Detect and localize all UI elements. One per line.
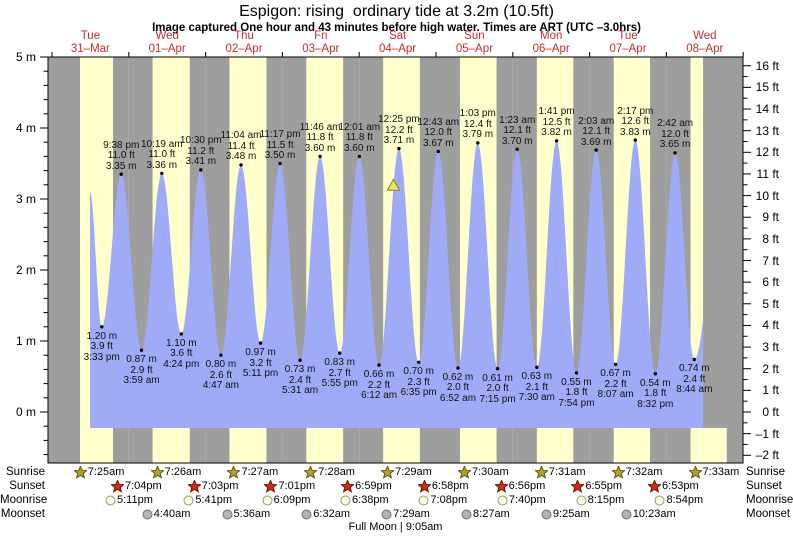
tide-extreme-dot bbox=[436, 149, 440, 154]
tide-extreme-dot bbox=[318, 154, 322, 159]
sunrise-row-label-left: Sunrise bbox=[6, 466, 45, 478]
tide-extreme-dot bbox=[298, 358, 302, 362]
tide-extreme-dot bbox=[100, 325, 104, 329]
tide-extreme-dot bbox=[495, 367, 500, 371]
sunset-row-label-right: Sunset bbox=[746, 480, 782, 492]
tide-extreme-dot bbox=[476, 141, 480, 145]
current-time-marker bbox=[386, 178, 401, 191]
moonset-row-label-right: Moonset bbox=[746, 508, 791, 520]
tide-extreme-dot bbox=[692, 357, 696, 362]
moonset-row-label-left: Moonset bbox=[0, 508, 45, 520]
tide-extreme-dot bbox=[377, 363, 381, 367]
tide-extreme-dot bbox=[633, 138, 637, 142]
tide-extreme-dot bbox=[139, 348, 144, 352]
tide-extreme-dot bbox=[119, 172, 123, 176]
tide-extreme-dot bbox=[160, 171, 164, 176]
tide-area bbox=[90, 140, 703, 428]
page-title: Espigon: rising ordinary tide at 3.2m (1… bbox=[239, 3, 554, 20]
plot-frame bbox=[47, 56, 744, 464]
tide-extreme-dot bbox=[653, 372, 657, 376]
tide-extreme-dot bbox=[594, 148, 598, 152]
moonrise-row-label-left: Moonrise bbox=[0, 494, 48, 506]
tide-extreme-dot bbox=[417, 360, 421, 364]
tide-extreme-dot bbox=[456, 366, 460, 370]
tide-extreme-dot bbox=[554, 139, 559, 143]
tide-extreme-dot bbox=[535, 365, 539, 369]
full-moon-note: Full Moon | 9:05am bbox=[348, 521, 443, 533]
sunset-row-label-left: Sunset bbox=[9, 480, 45, 492]
capture-note: Image captured One hour and 43 minutes b… bbox=[152, 22, 641, 34]
sunrise-row-label-right: Sunrise bbox=[746, 466, 785, 478]
tide-extreme-dot bbox=[515, 147, 519, 151]
tide-extreme-dot bbox=[574, 371, 579, 375]
tide-extreme-dot bbox=[219, 353, 223, 357]
tide-extreme-dot bbox=[357, 154, 361, 159]
tide-extreme-dot bbox=[199, 168, 203, 172]
no-data-left bbox=[48, 57, 80, 463]
tide-extreme-dot bbox=[613, 362, 618, 367]
moonrise-row-label-right: Moonrise bbox=[746, 494, 793, 506]
tide-extreme-dot bbox=[258, 341, 263, 345]
tide-extreme-dot bbox=[397, 146, 401, 151]
tide-extreme-dot bbox=[179, 332, 183, 336]
tide-extreme-dot bbox=[239, 163, 243, 167]
tide-extreme-dot bbox=[278, 161, 282, 166]
no-data-right bbox=[703, 57, 743, 428]
tide-extreme-dot bbox=[673, 151, 677, 155]
tide-extreme-dot bbox=[338, 351, 342, 355]
